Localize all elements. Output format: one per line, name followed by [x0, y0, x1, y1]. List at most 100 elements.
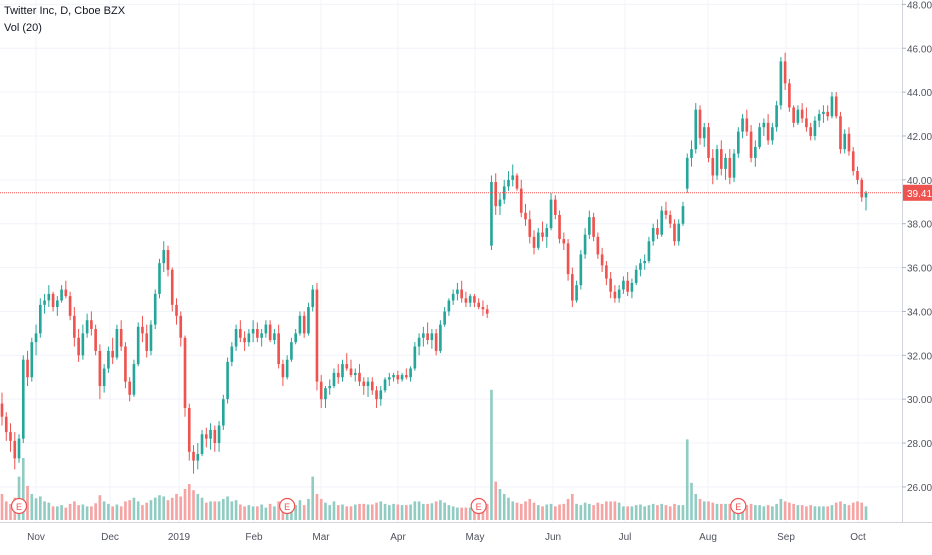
earnings-marker-label-1: E — [284, 502, 290, 512]
price-tick-label-0: 48.00 — [907, 0, 932, 11]
candle-body-150 — [639, 263, 642, 270]
volume-bar-77 — [328, 505, 332, 520]
volume-bar-17 — [73, 501, 76, 520]
candle-body-27 — [115, 328, 119, 358]
volume-bar-127 — [541, 506, 544, 520]
volume-bar-153 — [651, 503, 655, 520]
candle-body-34 — [145, 333, 149, 351]
candle-body-192 — [817, 114, 821, 121]
candle-body-6 — [26, 359, 29, 378]
candle-body-42 — [179, 315, 183, 338]
volume-bar-86 — [366, 504, 370, 520]
volume-bar-146 — [622, 506, 625, 520]
volume-bar-45 — [192, 490, 195, 520]
candle-body-90 — [383, 379, 387, 391]
candle-body-97 — [413, 346, 417, 369]
candle-body-114 — [485, 309, 489, 314]
volume-bar-51 — [217, 501, 221, 520]
volume-bar-150 — [639, 504, 642, 520]
volume-bar-58 — [247, 505, 251, 520]
candle-body-66 — [281, 364, 285, 378]
volume-bar-199 — [847, 505, 851, 520]
candle-body-32 — [136, 326, 140, 365]
last-price-label-box — [903, 184, 932, 201]
candle-body-171 — [728, 157, 732, 178]
candle-body-108 — [460, 289, 463, 299]
volume-bar-23 — [98, 495, 102, 520]
candle-body-29 — [124, 346, 127, 382]
volume-bar-145 — [617, 502, 621, 520]
candle-body-140 — [596, 236, 600, 255]
volume-bar-95 — [405, 505, 408, 520]
candle-body-149 — [634, 269, 638, 283]
volume-bar-149 — [634, 505, 638, 520]
candle-body-31 — [132, 364, 136, 395]
price-tick-label-11: 26.00 — [907, 483, 932, 494]
volume-bar-189 — [805, 506, 808, 520]
time-tick-label-10: Sep — [777, 532, 795, 543]
volume-bar-183 — [779, 498, 783, 520]
candle-body-119 — [507, 179, 510, 187]
volume-bar-7 — [30, 493, 34, 520]
candle-body-197 — [839, 116, 842, 150]
candle-body-174 — [741, 118, 744, 132]
volume-bar-101 — [430, 503, 434, 520]
candle-body-35 — [149, 324, 153, 351]
volume-bar-140 — [596, 502, 600, 520]
volume-bar-117 — [498, 489, 502, 520]
volume-bar-137 — [583, 502, 587, 520]
candle-body-103 — [439, 324, 442, 351]
candle-body-177 — [754, 146, 757, 158]
candle-body-104 — [443, 311, 446, 325]
volume-bar-60 — [256, 506, 259, 520]
volume-bar-126 — [536, 505, 540, 520]
candle-body-160 — [681, 206, 685, 224]
time-tick-label-7: Jun — [545, 532, 561, 543]
candle-body-80 — [341, 364, 344, 378]
candle-body-25 — [107, 350, 110, 369]
volume-bar-169 — [719, 503, 723, 520]
volume-bar-121 — [515, 502, 519, 520]
time-tick-label-9: Aug — [699, 532, 717, 543]
candle-body-143 — [609, 278, 612, 292]
candle-body-185 — [788, 83, 791, 108]
volume-bar-92 — [392, 503, 395, 520]
volume-bar-171 — [728, 503, 732, 520]
earnings-marker-3 — [730, 497, 747, 515]
volume-bar-94 — [400, 505, 404, 520]
candle-body-72 — [307, 307, 310, 334]
earnings-marker-2 — [470, 497, 487, 515]
volume-bar-196 — [834, 502, 838, 520]
candle-body-53 — [226, 361, 229, 400]
earnings-marker-label-2: E — [476, 502, 482, 512]
candle-body-96 — [409, 368, 412, 378]
candle-body-139 — [592, 217, 595, 237]
candle-body-180 — [766, 122, 770, 141]
candle-body-85 — [362, 381, 366, 387]
volume-bar-104 — [443, 502, 446, 520]
volume-bar-56 — [239, 504, 242, 520]
volume-bar-5 — [21, 458, 25, 520]
volume-bar-48 — [204, 502, 208, 520]
volume-bar-19 — [81, 504, 85, 520]
candle-body-17 — [73, 315, 76, 338]
volume-bar-194 — [826, 506, 830, 520]
candles — [0, 52, 868, 474]
volume-bar-161 — [685, 439, 689, 520]
volume-bar-178 — [758, 505, 761, 520]
volume-bar-195 — [830, 505, 834, 520]
volume-bar-139 — [592, 505, 595, 520]
volume-bar-166 — [707, 501, 710, 520]
volume-bar-74 — [315, 493, 319, 520]
volume-bar-185 — [788, 502, 791, 520]
candle-body-28 — [119, 328, 123, 347]
volume-bar-26 — [111, 506, 114, 520]
candle-body-164 — [698, 109, 702, 139]
candle-body-181 — [771, 127, 774, 141]
candle-body-109 — [464, 298, 468, 303]
candle-body-63 — [268, 324, 272, 340]
candle-body-121 — [515, 175, 519, 189]
candle-body-182 — [775, 105, 778, 128]
